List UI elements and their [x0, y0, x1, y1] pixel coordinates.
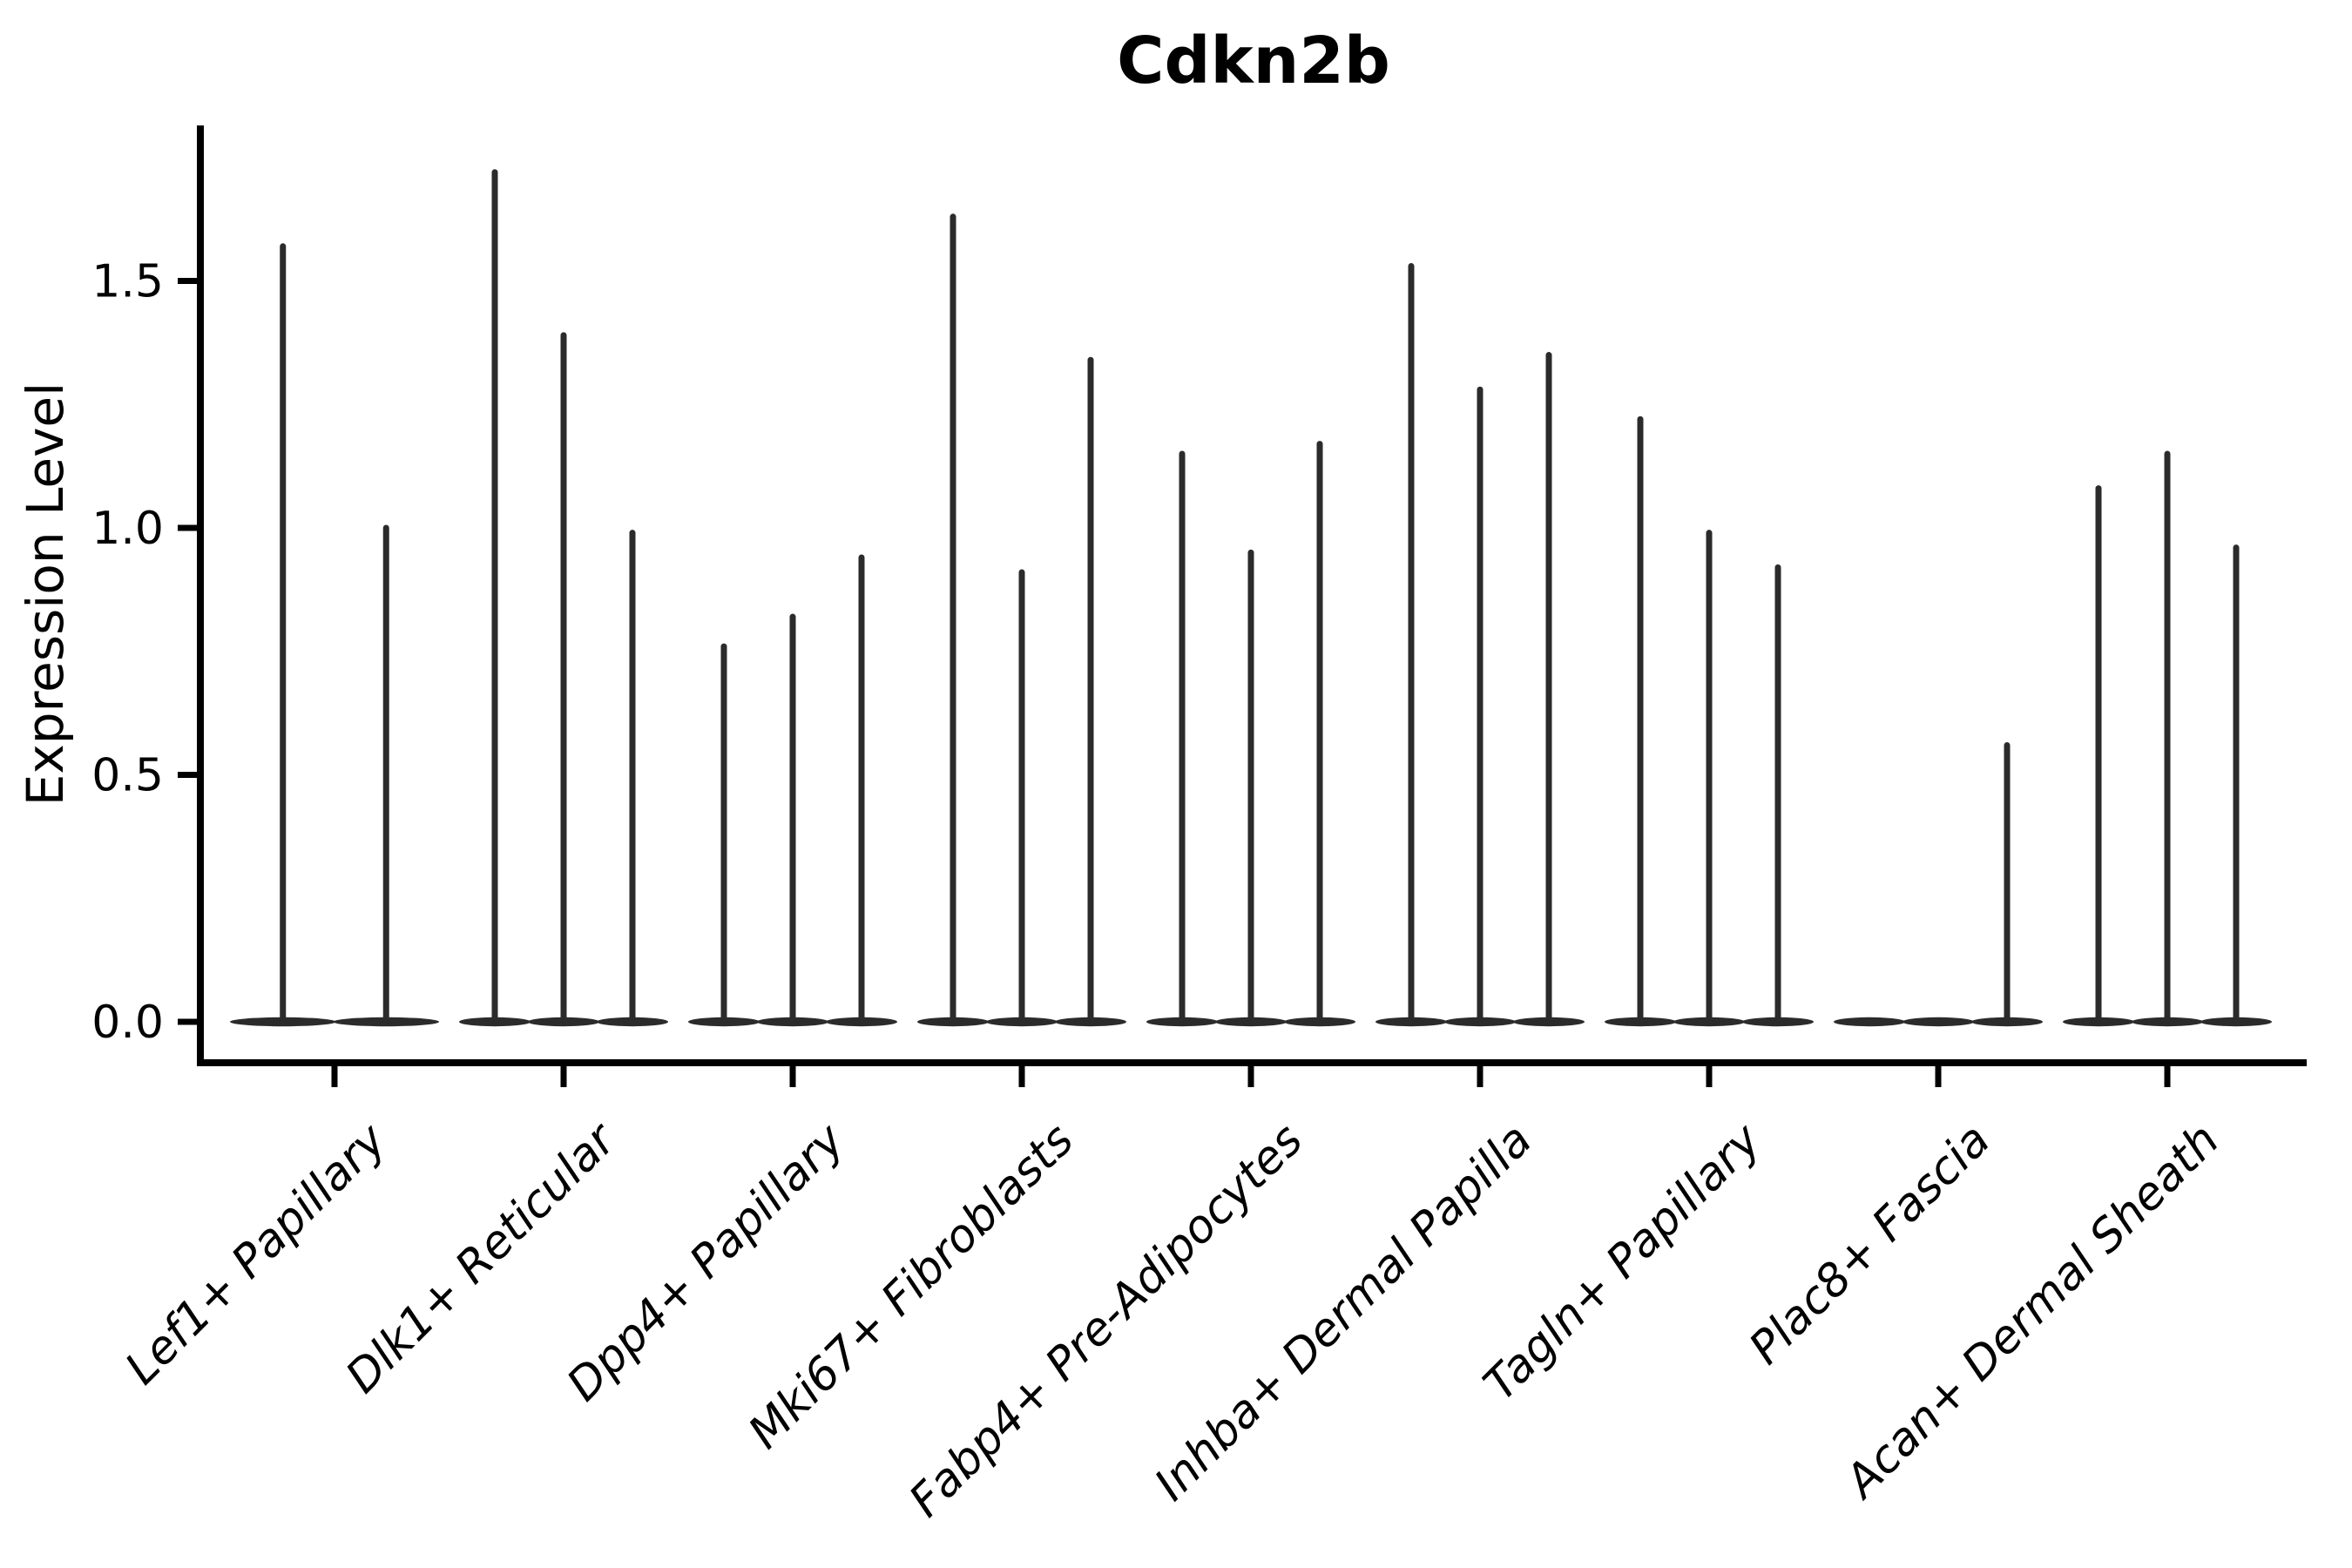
x-tick-label: Plac8+ Fascia — [1740, 1114, 2000, 1375]
x-tick-label: Acan+ Dermal Sheath — [1834, 1114, 2229, 1510]
x-tick-label: Inhba+ Dermal Papilla — [1145, 1114, 1542, 1511]
y-tick-label: 1.0 — [91, 503, 164, 555]
violin-body — [1903, 1017, 1974, 1027]
x-tick-label: Fabp4+ Pre-Adipocytes — [900, 1114, 1314, 1528]
plot-title: Cdkn2b — [1117, 24, 1390, 98]
y-tick-label: 0.0 — [91, 997, 164, 1049]
y-axis-label: Expression Level — [16, 382, 75, 806]
y-tick-label: 0.5 — [91, 750, 164, 802]
violin-body — [1834, 1017, 1905, 1027]
y-tick-label: 1.5 — [91, 256, 164, 308]
